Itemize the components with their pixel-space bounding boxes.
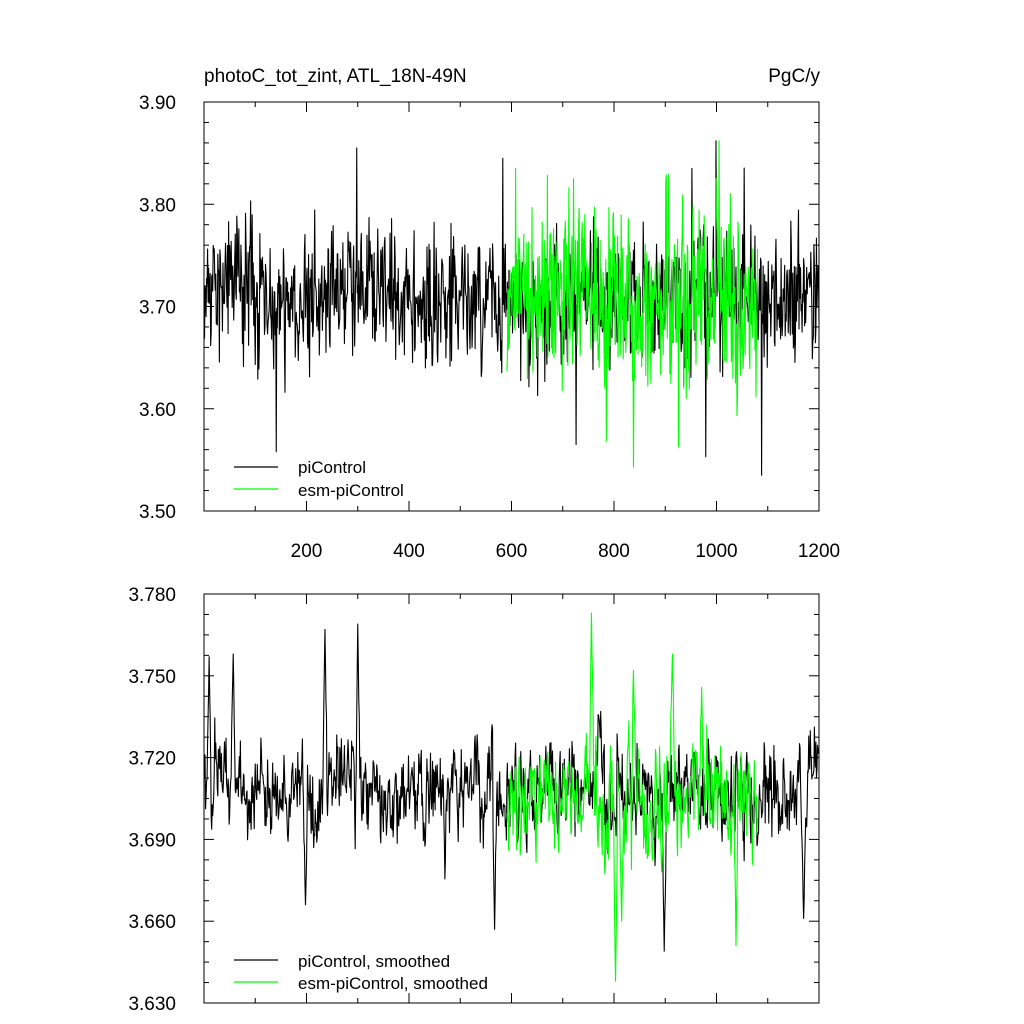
bottom-y-tick-labels: 3.630 3.660 3.690 3.720 3.750 3.780 [128, 585, 176, 1015]
y-tick-label: 3.750 [128, 667, 176, 688]
series-line-picontrol-smoothed [203, 623, 820, 952]
x-tick-label: 1200 [798, 541, 840, 562]
top-series-group [203, 140, 820, 476]
y-tick-label: 3.660 [128, 912, 176, 933]
x-tick-label: 400 [393, 541, 425, 562]
y-tick-label: 3.80 [139, 195, 176, 216]
y-tick-label: 3.70 [139, 298, 176, 319]
series-line-esm-picontrol [506, 140, 759, 468]
y-tick-label: 3.780 [128, 585, 176, 606]
legend-label-picontrol-smoothed: piControl, smoothed [298, 952, 450, 971]
y-tick-label: 3.60 [139, 400, 176, 421]
bottom-panel: 3.630 3.660 3.690 3.720 3.750 3.780 piControl… [128, 585, 820, 1015]
bottom-ticks [204, 593, 820, 1004]
top-panel-units: PgC/y [768, 66, 820, 87]
x-tick-label: 200 [291, 541, 323, 562]
x-tick-label: 1000 [695, 541, 737, 562]
x-tick-label: 600 [496, 541, 528, 562]
top-panel-title: photoC_tot_zint, ATL_18N-49N [204, 66, 467, 87]
top-x-tick-labels: 200 400 600 800 1000 1200 [291, 541, 840, 562]
top-legend: piControl esm-piControl [234, 458, 404, 500]
y-tick-label: 3.690 [128, 830, 176, 851]
y-tick-label: 3.90 [139, 93, 176, 114]
top-panel: photoC_tot_zint, ATL_18N-49N PgC/y 3.503… [139, 66, 840, 562]
y-tick-label: 3.720 [128, 749, 176, 770]
legend-label-picontrol: piControl [298, 458, 366, 477]
bottom-legend: piControl, smoothed esm-piControl, smoot… [234, 952, 488, 993]
legend-label-esm-picontrol: esm-piControl [298, 481, 404, 500]
legend-label-esm-picontrol-smoothed: esm-piControl, smoothed [298, 974, 488, 993]
bottom-series-group [203, 612, 820, 982]
y-tick-label: 3.630 [128, 994, 176, 1015]
y-tick-label: 3.50 [139, 502, 176, 523]
x-tick-label: 800 [598, 541, 630, 562]
top-y-tick-labels: 3.50 3.60 3.70 3.80 3.90 [139, 93, 176, 523]
series-line-esm-picontrol-smoothed [506, 612, 759, 982]
